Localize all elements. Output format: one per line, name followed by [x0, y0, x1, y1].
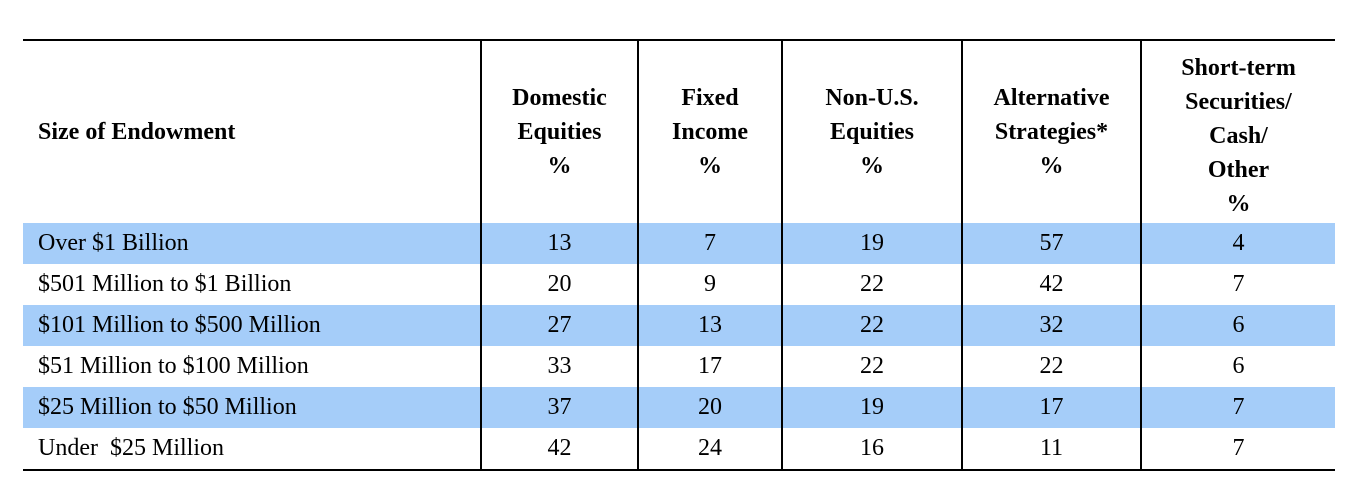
table-row: $51 Million to $100 Million 33 17 22 22 … — [23, 346, 1335, 387]
cell-fixed-income: 7 — [637, 223, 782, 264]
header-line: Size of Endowment — [38, 119, 236, 145]
header-line: Securities/ — [1185, 89, 1292, 115]
cell-alternative-strategies: 57 — [961, 223, 1141, 264]
row-label: $25 Million to $50 Million — [23, 387, 481, 428]
table-row: $25 Million to $50 Million 37 20 19 17 7 — [23, 387, 1335, 428]
header-line: Other — [1207, 157, 1270, 183]
cell-domestic-equities: 37 — [480, 387, 638, 428]
cell-non-us-equities: 16 — [781, 428, 962, 470]
header-alternative-strategies: Alternative Strategies* % — [961, 40, 1141, 223]
row-label: $51 Million to $100 Million — [38, 353, 309, 379]
header-line: Domestic — [512, 85, 607, 111]
header-line: % — [698, 153, 722, 179]
cell-short-term-securities: 7 — [1140, 387, 1335, 428]
cell-short-term-securities: 4 — [1140, 223, 1335, 264]
header-line: % — [1039, 153, 1064, 179]
header-line: Fixed — [681, 85, 739, 111]
cell-fixed-income: 20 — [637, 387, 782, 428]
header-line: Alternative — [993, 85, 1110, 111]
table-row: Over $1 Billion 13 7 19 57 4 — [23, 223, 1335, 264]
header-domestic-equities: Domestic Equities % — [480, 40, 638, 223]
header-line: Strategies* — [994, 119, 1109, 145]
cell-fixed-income: 24 — [637, 428, 782, 470]
endowment-allocation-table: Size of Endowment Domestic Equities % Fi… — [23, 39, 1335, 471]
header-row: Size of Endowment Domestic Equities % Fi… — [23, 40, 1335, 223]
cell-short-term-securities: 6 — [1140, 305, 1335, 346]
header-line: % — [547, 153, 572, 179]
cell-domestic-equities: 27 — [480, 305, 638, 346]
header-size-of-endowment: Size of Endowment — [23, 40, 481, 223]
header-line: Equities — [829, 119, 915, 145]
cell-domestic-equities: 20 — [480, 264, 638, 305]
cell-fixed-income: 9 — [637, 264, 782, 305]
row-label: $501 Million to $1 Billion — [38, 271, 292, 297]
header-non-us-equities: Non-U.S. Equities % — [781, 40, 962, 223]
header-line: Short-term — [1181, 55, 1296, 81]
table-row: Under $25 Million 42 24 16 11 7 — [23, 428, 1335, 470]
cell-alternative-strategies: 11 — [961, 428, 1141, 470]
cell-short-term-securities: 6 — [1140, 346, 1335, 387]
cell-non-us-equities: 22 — [781, 264, 962, 305]
cell-alternative-strategies: 22 — [961, 346, 1141, 387]
cell-domestic-equities: 13 — [480, 223, 638, 264]
header-line: Non-U.S. — [825, 85, 919, 111]
table-row: $501 Million to $1 Billion 20 9 22 42 7 — [23, 264, 1335, 305]
row-label: $101 Million to $500 Million — [23, 305, 481, 346]
header-line: Cash/ — [1209, 123, 1268, 149]
cell-alternative-strategies: 42 — [961, 264, 1141, 305]
header-fixed-income: Fixed Income % — [637, 40, 782, 223]
cell-non-us-equities: 19 — [781, 223, 962, 264]
cell-domestic-equities: 42 — [480, 428, 638, 470]
header-short-term-securities: Short-term Securities/ Cash/ Other % — [1140, 40, 1335, 223]
cell-short-term-securities: 7 — [1140, 428, 1335, 470]
cell-alternative-strategies: 17 — [961, 387, 1141, 428]
header-line: % — [860, 153, 884, 179]
cell-short-term-securities: 7 — [1140, 264, 1335, 305]
header-line: % — [1226, 191, 1251, 217]
cell-fixed-income: 17 — [637, 346, 782, 387]
table-row: $101 Million to $500 Million 27 13 22 32… — [23, 305, 1335, 346]
header-line: Income — [672, 119, 748, 145]
row-label: Under $25 Million — [38, 435, 224, 461]
cell-fixed-income: 13 — [637, 305, 782, 346]
cell-non-us-equities: 22 — [781, 346, 962, 387]
cell-non-us-equities: 22 — [781, 305, 962, 346]
row-label: Over $1 Billion — [23, 223, 481, 264]
cell-alternative-strategies: 32 — [961, 305, 1141, 346]
cell-domestic-equities: 33 — [480, 346, 638, 387]
cell-non-us-equities: 19 — [781, 387, 962, 428]
header-line: Equities — [517, 119, 602, 145]
